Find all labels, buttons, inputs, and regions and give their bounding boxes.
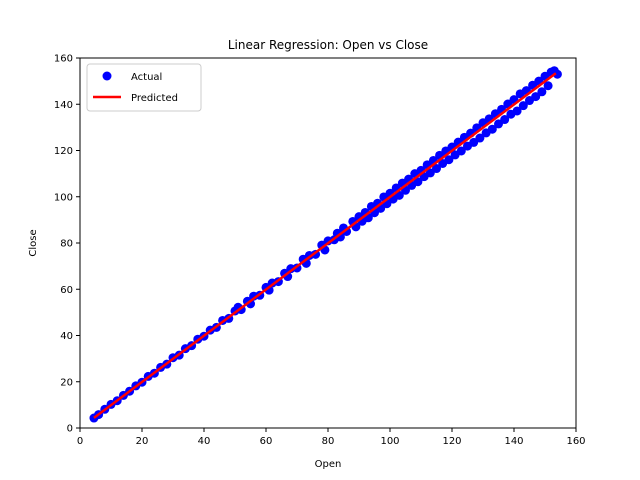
x-tick-label: 120	[442, 436, 461, 447]
scatter-point	[552, 69, 562, 79]
x-tick-label: 0	[77, 436, 83, 447]
scatter-point	[475, 133, 485, 143]
scatter-point	[487, 124, 497, 134]
scatter-point	[432, 164, 441, 174]
scatter-point	[456, 146, 466, 156]
y-tick-label: 60	[60, 285, 73, 296]
y-tick-label: 160	[54, 54, 73, 65]
legend: Actual Predicted	[86, 63, 202, 112]
x-tick-label: 80	[322, 436, 335, 447]
scatter-point	[543, 81, 553, 91]
x-tick-label: 100	[380, 436, 399, 447]
y-axis-label: Close	[28, 229, 39, 256]
y-tick-label: 40	[60, 331, 73, 342]
y-tick-label: 0	[67, 424, 73, 435]
scatter-point	[444, 155, 454, 165]
x-tick-label: 160	[566, 436, 585, 447]
y-tick-label: 20	[60, 377, 73, 388]
y-tick-label: 100	[54, 192, 73, 203]
scatter-point	[518, 101, 528, 111]
y-axis: 0 20 40 60 80 100 120 140 160	[54, 54, 80, 435]
regression-line	[93, 72, 557, 419]
x-tick-label: 20	[136, 436, 149, 447]
x-tick-label: 60	[260, 436, 273, 447]
legend-marker-actual	[102, 71, 112, 81]
y-tick-label: 140	[54, 100, 73, 111]
chart-title: Linear Regression: Open vs Close	[228, 38, 428, 52]
x-tick-label: 140	[504, 436, 523, 447]
scatter-point	[531, 92, 541, 102]
y-tick-label: 80	[60, 239, 73, 250]
regression-line-layer	[93, 72, 557, 419]
scatter-point	[413, 177, 423, 187]
scatter-point	[512, 106, 522, 116]
y-tick-label: 120	[54, 146, 73, 157]
scatter-point	[537, 87, 547, 97]
x-axis-label: Open	[315, 459, 342, 470]
x-tick-label: 40	[198, 436, 211, 447]
legend-label-predicted: Predicted	[131, 93, 178, 104]
legend-label-actual: Actual	[131, 72, 162, 83]
legend-box	[86, 63, 202, 112]
x-axis: 0 20 40 60 80 100 120 140 160	[77, 428, 586, 447]
scatter-point	[500, 115, 510, 125]
